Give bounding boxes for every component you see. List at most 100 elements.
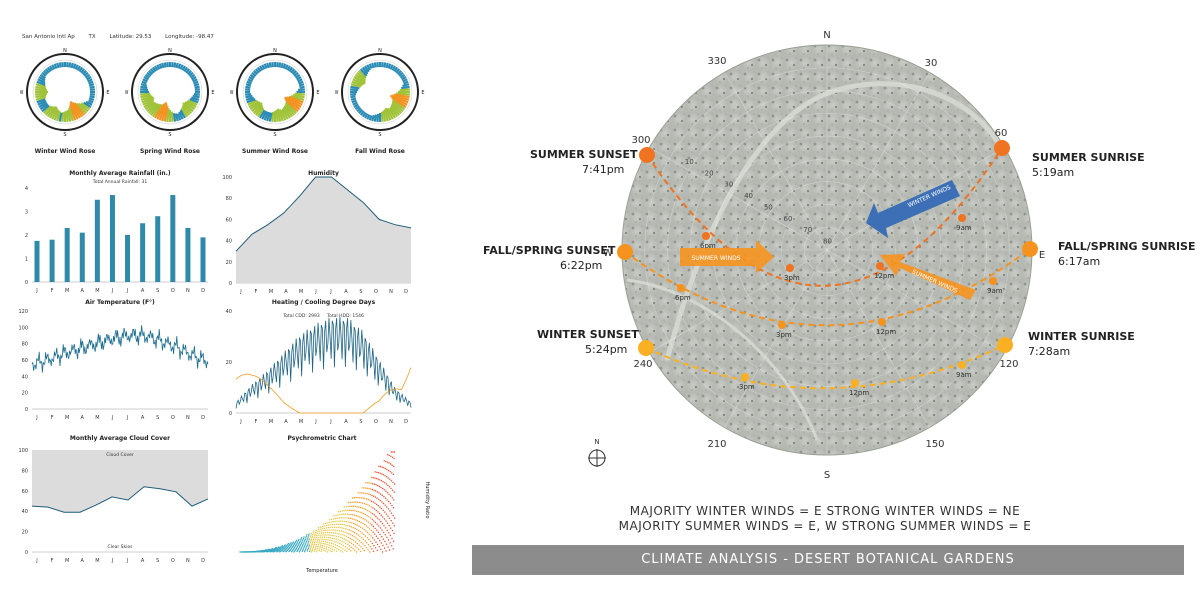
psychro-point <box>345 506 347 508</box>
psychro-point <box>304 543 307 545</box>
wind-rose-petal <box>298 88 305 92</box>
psychro-point <box>351 518 353 520</box>
wind-rose-petal <box>356 71 367 81</box>
psychro-point <box>387 469 390 472</box>
altitude-ring-label: 80 <box>823 238 832 246</box>
wind-rose-petal <box>144 73 151 79</box>
psychro-point <box>387 454 389 456</box>
psychro-point <box>388 462 390 464</box>
psychro-point <box>306 534 308 536</box>
psychro-point <box>380 520 382 523</box>
psychro-point <box>307 547 310 550</box>
psychro-point <box>371 518 373 521</box>
psychro-point <box>357 496 359 499</box>
wind-rose-petal <box>174 113 179 122</box>
psychro-point <box>366 487 369 489</box>
psychro-point <box>389 471 391 473</box>
chart-subtitle: Total Annual Rainfall: 31 <box>92 179 148 185</box>
psychro-point <box>350 550 352 552</box>
wind-rose-petal <box>359 68 368 77</box>
psychro-point <box>331 550 333 553</box>
wind-rose-petal <box>39 103 49 111</box>
wind-rose-inner-ring <box>32 59 98 125</box>
wind-rose-label: Winter Wind Rose <box>34 148 96 155</box>
psychro-point <box>324 534 326 536</box>
wind-rose-petal <box>69 100 81 119</box>
psychro-point <box>317 545 319 548</box>
wind-rose-petal <box>186 70 192 76</box>
psychro-point <box>357 534 359 536</box>
psychro-point <box>383 496 385 498</box>
rainfall-bar <box>94 199 100 282</box>
wind-rose-petal <box>39 73 46 80</box>
sun-path-arc <box>645 344 1006 390</box>
psychro-point <box>379 533 381 536</box>
psychro-point <box>329 519 331 521</box>
psychro-point <box>327 549 329 551</box>
psychro-point <box>382 516 384 518</box>
rainfall-bar <box>64 227 70 282</box>
wind-rose-petal <box>402 78 408 83</box>
psychro-point <box>360 517 363 519</box>
psychro-point <box>325 548 327 550</box>
psychro-point <box>329 550 331 552</box>
psychro-point <box>362 518 364 520</box>
psychro-point <box>282 548 285 550</box>
psychro-point <box>298 541 301 544</box>
psychro-point <box>313 545 315 547</box>
psychro-point <box>334 535 336 537</box>
wind-rose-petal <box>35 85 47 90</box>
psychro-point <box>360 502 362 504</box>
psychro-point <box>381 466 383 468</box>
chart-x-tick: M <box>269 289 273 295</box>
psychro-point <box>390 455 392 457</box>
psychro-point <box>391 489 394 491</box>
psychro-point <box>350 513 352 516</box>
sun-hour-marker <box>786 264 794 272</box>
chart-x-tick: J <box>239 289 241 295</box>
psychro-point <box>359 511 361 513</box>
psychro-point <box>382 474 385 476</box>
psychro-point <box>301 537 303 539</box>
wind-rose-petal <box>163 62 167 68</box>
psychro-point <box>314 531 317 533</box>
chart-y-tick: 0 <box>229 281 232 287</box>
wind-rose-petal <box>74 64 79 70</box>
psychro-point <box>344 528 347 530</box>
chart-x-tick: F <box>51 415 54 421</box>
psychro-point <box>336 529 339 532</box>
chart-x-tick: A <box>344 289 348 295</box>
psychro-point <box>314 547 317 549</box>
chart-title: Psychrometric Chart <box>287 435 356 442</box>
psychro-point <box>343 520 346 523</box>
wind-rose-petal <box>166 108 170 122</box>
wind-rose-petal <box>43 70 49 76</box>
psychro-point <box>311 551 313 553</box>
wind-rose-petal <box>354 105 361 111</box>
wind-rose-petal <box>87 78 93 83</box>
psychro-point <box>367 498 369 501</box>
sun-endpoint <box>994 140 1010 156</box>
psychro-point <box>378 525 380 527</box>
wind-rose-petal <box>366 64 371 71</box>
psychro-point <box>327 551 329 553</box>
psychro-point <box>390 480 393 482</box>
wind-rose-petal <box>373 114 378 122</box>
psychro-point <box>393 465 395 468</box>
station-state: TX <box>88 34 96 40</box>
psychro-point <box>296 542 298 544</box>
psychro-point <box>316 533 318 535</box>
psychro-point <box>383 489 385 491</box>
psychro-point <box>346 532 348 534</box>
wind-rose-petal <box>56 111 61 122</box>
psychro-point <box>326 524 328 527</box>
wind-rose-dir: W <box>335 90 339 96</box>
psychro-point <box>386 492 389 494</box>
psychro-point <box>369 494 371 496</box>
psychro-point <box>336 535 338 537</box>
psychro-point <box>282 546 284 548</box>
azimuth-degree-label: 240 <box>633 359 652 370</box>
wind-rose-petal <box>36 98 46 104</box>
chart-x-tick: J <box>314 289 316 295</box>
psychro-point <box>327 539 329 541</box>
